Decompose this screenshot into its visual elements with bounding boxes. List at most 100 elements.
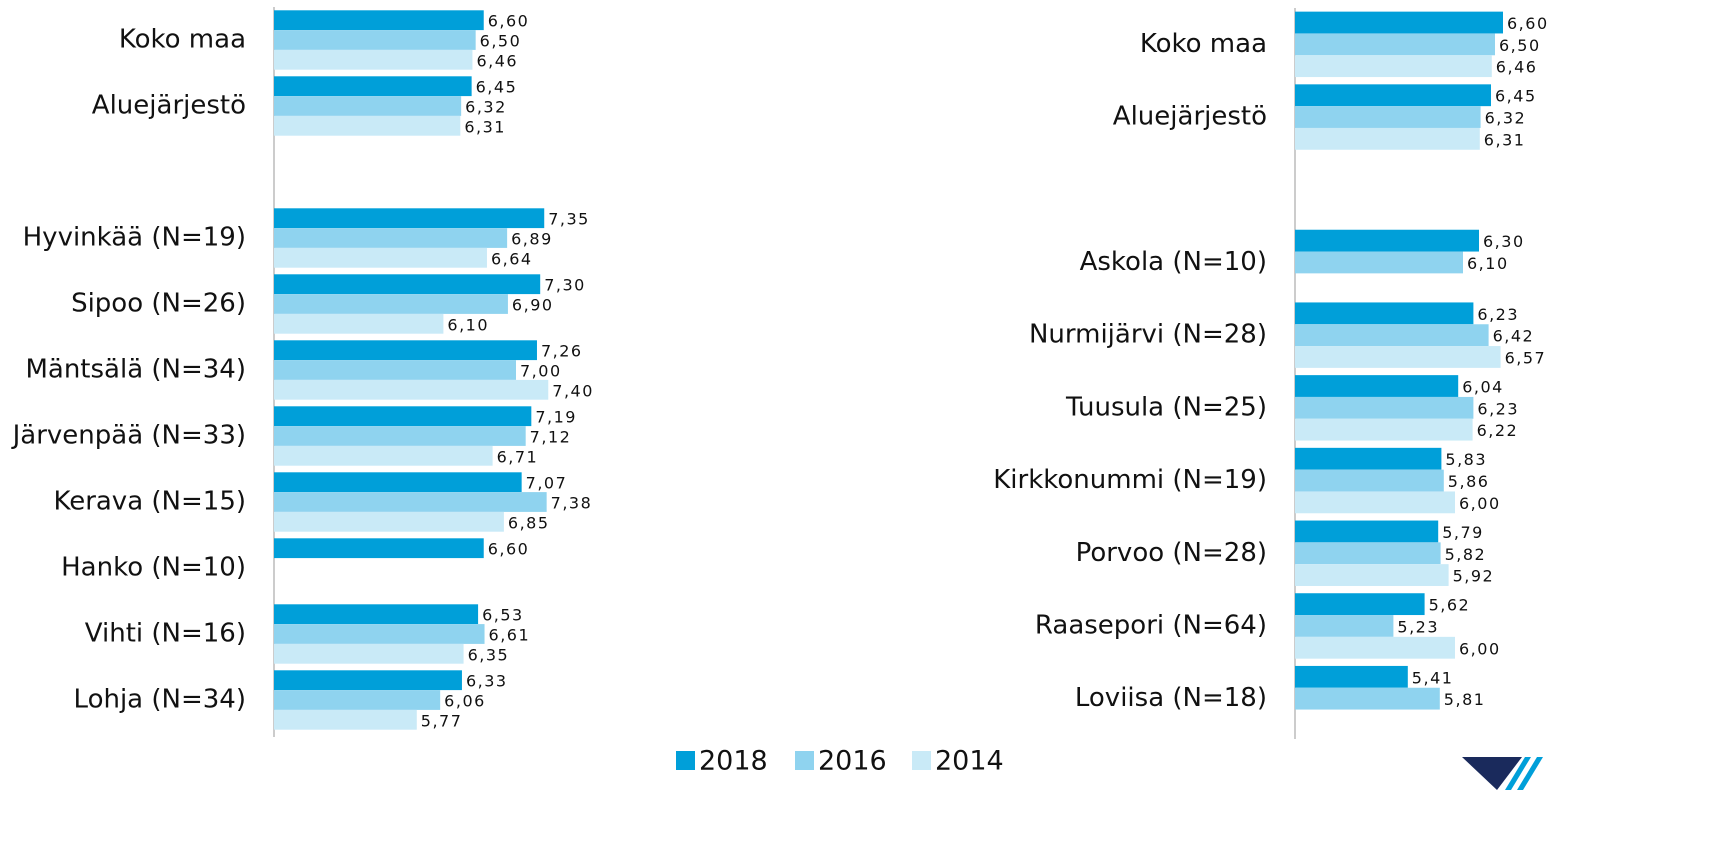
- bar: [1295, 520, 1439, 543]
- category-label: Järvenpää (N=33): [11, 421, 246, 451]
- bar: [1295, 229, 1479, 252]
- value-label: 6,89: [511, 230, 553, 249]
- bar: [1295, 542, 1441, 565]
- value-label: 6,42: [1493, 327, 1535, 346]
- value-label: 6,45: [476, 78, 518, 97]
- bar: [274, 10, 484, 31]
- category-label: Porvoo (N=28): [1076, 538, 1267, 568]
- bar: [274, 294, 508, 314]
- value-label: 6,53: [482, 606, 524, 625]
- bar: [274, 313, 444, 334]
- logo: [1462, 757, 1543, 790]
- value-label: 6,64: [491, 249, 533, 268]
- bar: [274, 360, 516, 380]
- category-label: Koko maa: [1140, 29, 1267, 59]
- value-label: 5,62: [1429, 596, 1471, 615]
- bar: [1295, 447, 1442, 470]
- value-label: 7,07: [526, 474, 568, 493]
- value-label: 7,38: [551, 494, 593, 513]
- bar: [1295, 396, 1474, 419]
- value-label: 7,30: [544, 276, 586, 295]
- bar: [274, 379, 549, 400]
- bar: [274, 274, 541, 295]
- category-label: Lohja (N=34): [74, 685, 246, 715]
- category-label: Aluejärjestö: [1113, 102, 1267, 132]
- value-label: 7,12: [530, 428, 572, 447]
- bar: [274, 604, 479, 625]
- value-label: 6,60: [488, 12, 530, 31]
- category-label: Hanko (N=10): [61, 553, 246, 583]
- bar: [1295, 469, 1444, 492]
- value-label: 6,35: [468, 645, 510, 664]
- category-label: Tuusula (N=25): [1065, 392, 1267, 422]
- bar: [274, 426, 526, 446]
- value-label: 6,30: [1483, 232, 1525, 251]
- value-label: 7,26: [541, 342, 583, 361]
- bar: [1295, 346, 1501, 368]
- bar: [274, 643, 464, 664]
- bar: [274, 96, 462, 116]
- value-label: 6,50: [1499, 36, 1541, 55]
- value-label: 6,85: [508, 513, 550, 532]
- value-label: 5,82: [1445, 545, 1487, 564]
- bar: [1295, 687, 1440, 710]
- value-label: 6,61: [489, 626, 531, 645]
- bar: [1295, 302, 1474, 325]
- value-label: 5,86: [1448, 472, 1490, 491]
- value-label: 5,23: [1397, 617, 1439, 636]
- value-label: 6,90: [512, 296, 554, 315]
- value-label: 6,23: [1477, 305, 1519, 324]
- value-label: 6,06: [444, 692, 486, 711]
- bar: [274, 538, 484, 559]
- category-label: Sipoo (N=26): [71, 289, 246, 319]
- value-label: 6,31: [1484, 130, 1526, 149]
- bar: [1295, 33, 1495, 56]
- category-label: Aluejärjestö: [92, 91, 246, 121]
- value-label: 6,00: [1459, 494, 1501, 513]
- bar: [274, 76, 472, 97]
- value-label: 6,71: [497, 447, 539, 466]
- bar: [274, 406, 532, 427]
- value-label: 5,41: [1412, 668, 1454, 687]
- value-label: 6,10: [447, 315, 489, 334]
- value-label: 5,81: [1444, 690, 1486, 709]
- value-label: 5,92: [1453, 567, 1495, 586]
- bar: [274, 709, 417, 730]
- value-label: 7,19: [535, 408, 577, 427]
- legend-swatch: [795, 751, 814, 770]
- bar: [274, 492, 547, 512]
- value-label: 5,79: [1442, 523, 1484, 542]
- legend-swatch: [676, 751, 695, 770]
- bar: [274, 511, 504, 532]
- value-label: 6,50: [480, 32, 522, 51]
- legend-label: 2014: [935, 746, 1004, 777]
- bar: [274, 445, 493, 466]
- bar: [274, 624, 485, 644]
- value-label: 6,22: [1477, 421, 1519, 440]
- value-label: 6,45: [1495, 87, 1537, 106]
- legend-swatch: [912, 751, 931, 770]
- value-label: 6,04: [1462, 378, 1504, 397]
- value-label: 6,33: [466, 672, 508, 691]
- value-label: 6,32: [465, 98, 507, 117]
- bar: [274, 690, 441, 710]
- bar: [1295, 665, 1408, 688]
- bar: [1295, 11, 1503, 34]
- value-label: 7,35: [548, 210, 590, 229]
- value-label: 6,00: [1459, 639, 1501, 658]
- bar: [274, 670, 462, 691]
- value-label: 6,32: [1485, 109, 1527, 128]
- bar: [1295, 418, 1473, 441]
- bar: [274, 472, 522, 493]
- value-label: 6,10: [1467, 254, 1509, 273]
- category-label: Loviisa (N=18): [1075, 683, 1267, 713]
- legend-label: 2018: [699, 746, 768, 777]
- bar: [1295, 375, 1459, 397]
- bar: [274, 30, 476, 50]
- value-label: 7,40: [552, 381, 594, 400]
- bar: [1295, 615, 1394, 637]
- category-label: Vihti (N=16): [85, 619, 246, 649]
- value-label: 6,46: [1496, 58, 1538, 77]
- bar: [1295, 324, 1489, 347]
